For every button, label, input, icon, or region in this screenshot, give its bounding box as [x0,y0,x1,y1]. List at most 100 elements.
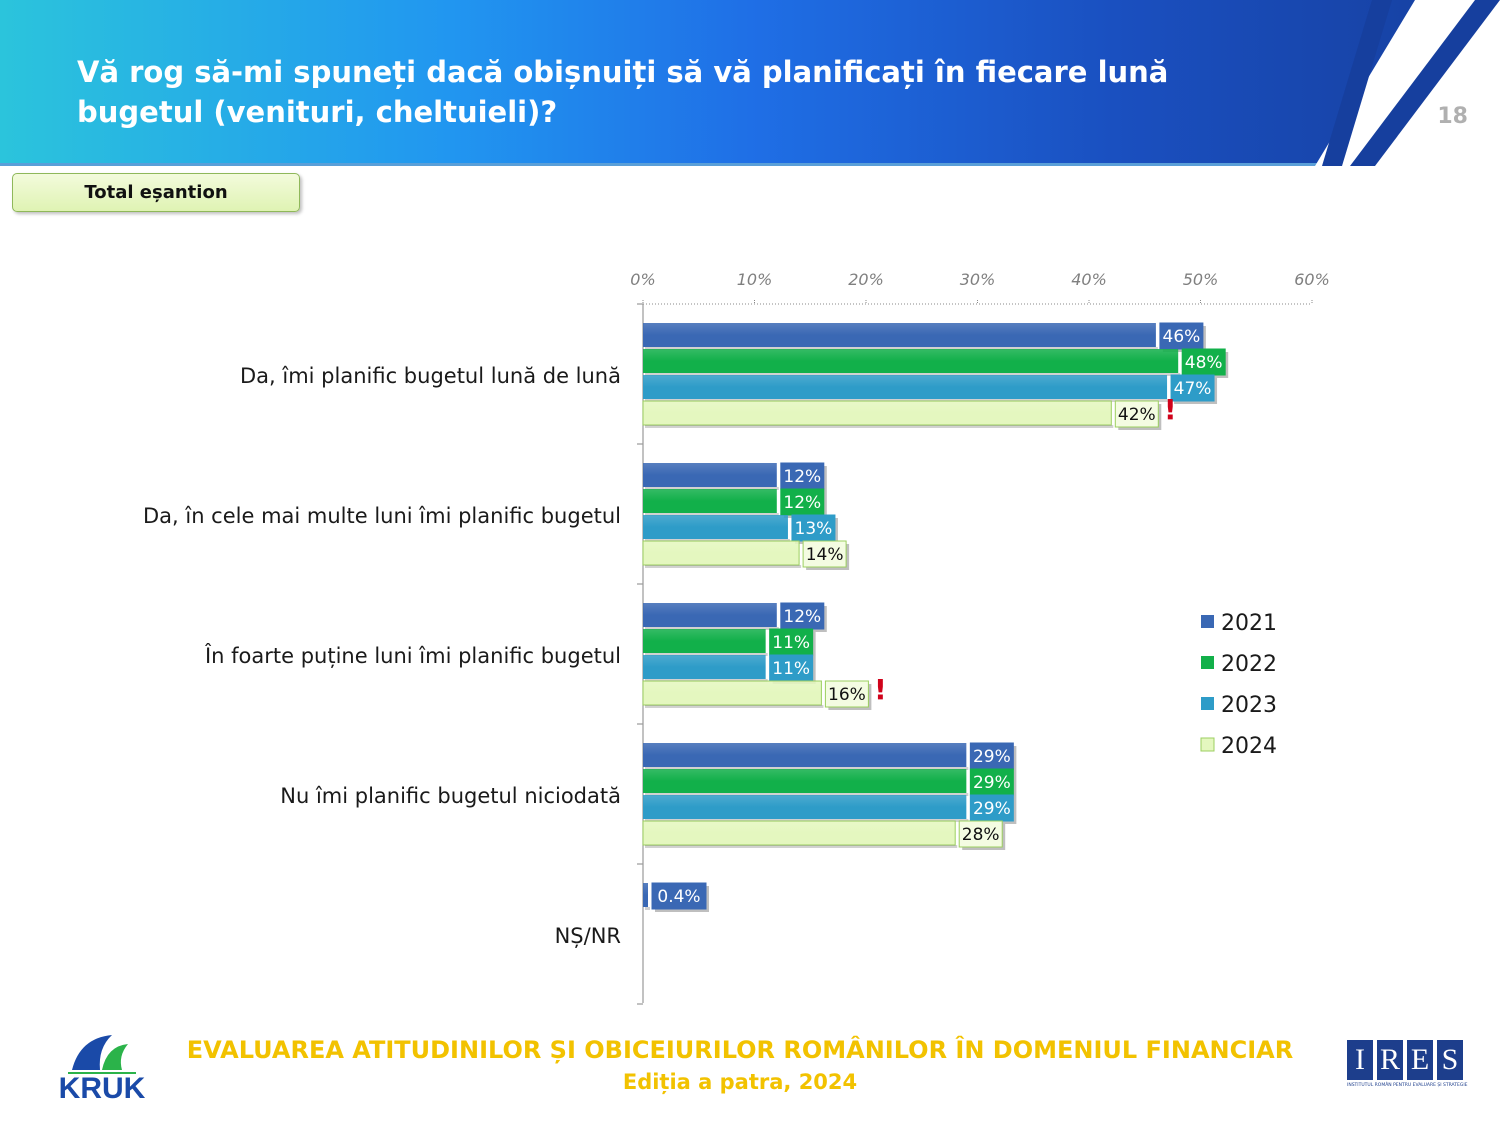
bar-shadow [645,373,1181,376]
x-tick-label: 50% [1183,270,1219,289]
ires-letter: E [1407,1040,1433,1080]
page-title: Vă rog să-mi spuneți dacă obișnuiți să v… [77,55,1169,129]
data-label-box [1181,348,1226,376]
data-label-box [1159,322,1204,350]
bar-2023 [643,655,766,679]
bar-shadow [645,845,958,848]
legend-swatch-2021 [1201,615,1214,628]
ires-logo: I R E S INSTITUTUL ROMÂN PENTRU EVALUARE… [1347,1040,1468,1092]
bar-shadow [645,565,802,568]
data-label-box [958,820,1003,848]
ires-letter: I [1347,1040,1373,1080]
category-label: NȘ/NR [555,924,621,948]
data-label: 12% [783,607,821,627]
data-label-box [769,628,814,656]
bar-2023 [643,795,967,819]
ires-letter: R [1377,1040,1403,1080]
bar-2022 [643,629,766,653]
ires-letter: S [1437,1040,1463,1080]
data-label: 29% [973,799,1011,819]
data-label-box [1114,400,1159,428]
bar-2024 [642,820,956,846]
x-tick-label: 20% [848,270,884,289]
data-label: 47% [1174,379,1212,399]
kruk-bird-icon [68,1035,136,1074]
header-banner [0,0,1500,166]
data-label: 29% [973,773,1011,793]
bar-2022 [643,349,1179,373]
category-label: Da, în cele mai multe luni îmi planific … [143,504,621,528]
data-label: 48% [1185,353,1223,373]
data-label-box [824,680,869,708]
kruk-logo: KRUK [52,1030,152,1105]
x-tick-label: 30% [960,270,996,289]
x-tick-label: 10% [737,270,773,289]
data-label: 14% [806,545,844,565]
alert-icon: ! [874,673,887,706]
bar-2021 [643,883,648,907]
data-label-box [969,768,1014,796]
data-label-box [780,602,825,630]
legend-swatch-2023 [1201,697,1214,710]
legend-label: 2024 [1221,734,1277,759]
data-label: 46% [1163,327,1201,347]
bar-2022 [643,489,777,513]
bar-shadow [645,627,779,630]
x-tick-label: 0% [630,270,655,289]
bar-shadow [645,425,1114,428]
data-label-box [780,462,825,490]
legend-swatch-2022 [1201,656,1214,669]
legend-label: 2021 [1221,611,1277,636]
data-label: 11% [772,659,810,679]
bar-shadow [645,767,969,770]
bar-2021 [643,463,777,487]
bar-2024 [642,540,800,566]
data-label: 28% [962,825,1000,845]
x-tick-label: 40% [1071,270,1107,289]
page-number: 18 [1437,104,1468,129]
x-tick-label: 60% [1294,270,1330,289]
alert-icon: ! [1164,393,1177,426]
bar-shadow [645,653,768,656]
data-label-box [769,654,814,682]
legend-label: 2023 [1221,693,1277,718]
category-label: Da, îmi planific bugetul lună de lună [240,364,621,388]
data-label-box [651,882,707,910]
data-label-box [969,742,1014,770]
bar-shadow [645,487,779,490]
sample-badge: Total eșantion [12,173,300,212]
bar-2023 [643,515,788,539]
data-label: 13% [795,519,833,539]
data-label: 0.4% [657,887,700,907]
bar-shadow [645,907,650,910]
kruk-wordmark: KRUK [58,1072,146,1105]
data-label: 12% [783,493,821,513]
category-label: În foarte puține luni îmi planific buget… [204,643,621,668]
bar-shadow [645,705,824,708]
data-label-box [802,540,847,568]
bar-2021 [643,603,777,627]
bar-shadow [645,347,1158,350]
data-label: 29% [973,747,1011,767]
bar-2021 [643,323,1156,347]
legend-label: 2022 [1221,652,1277,677]
footer-subtitle: Ediția a patra, 2024 [622,1070,858,1094]
bar-2024 [642,680,822,706]
data-label-box [780,488,825,516]
data-label: 12% [783,467,821,487]
footer-title: EVALUAREA ATITUDINILOR ȘI OBICEIURILOR R… [186,1036,1294,1064]
data-label-box [1170,374,1215,402]
data-label: 42% [1118,405,1156,425]
bar-shadow [645,513,779,516]
data-label: 11% [772,633,810,653]
bar-2022 [643,769,967,793]
legend-swatch-2024 [1200,737,1215,752]
ires-subtitle: INSTITUTUL ROMÂN PENTRU EVALUARE ȘI STRA… [1347,1083,1468,1088]
data-label: 16% [828,685,866,705]
bar-shadow [645,793,969,796]
bar-2023 [643,375,1168,399]
bar-2021 [643,743,967,767]
bar-2024 [642,400,1112,426]
category-label: Nu îmi planific bugetul niciodată [280,784,621,808]
